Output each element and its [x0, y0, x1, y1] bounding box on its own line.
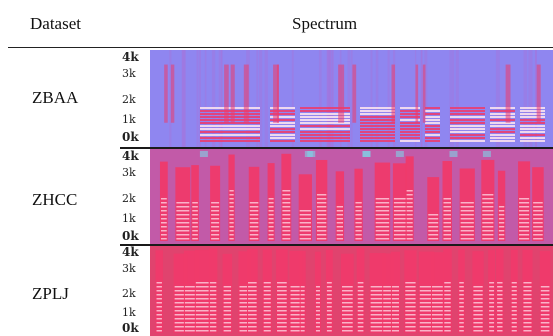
tick-4k: 4k	[122, 149, 139, 163]
spectrogram-image-zhcc	[150, 149, 553, 244]
tick-3k: 3k	[122, 67, 136, 80]
tick-2k: 2k	[122, 287, 136, 300]
spectrogram-image-zplj	[150, 246, 553, 336]
tick-1k: 1k	[122, 113, 136, 126]
frequency-axis-zbaa: 4k 3k 2k 1k 0k	[120, 50, 150, 147]
header-spectrum: Spectrum	[292, 14, 358, 33]
tick-2k: 2k	[122, 93, 136, 106]
header-dataset: Dataset	[30, 14, 81, 33]
dataset-label-zhcc: ZHCC	[32, 190, 78, 209]
frequency-axis-zhcc: 4k 3k 2k 1k 0k	[120, 149, 150, 244]
tick-1k: 1k	[122, 306, 136, 319]
spectrogram-zbaa: 4k 3k 2k 1k 0k	[120, 50, 553, 147]
row-divider	[120, 244, 553, 246]
tick-1k: 1k	[122, 212, 136, 225]
spectrogram-zplj: 4k 3k 2k 1k 0k	[120, 246, 553, 336]
frequency-axis-zplj: 4k 3k 2k 1k 0k	[120, 246, 150, 336]
tick-0k: 0k	[122, 321, 139, 335]
tick-3k: 3k	[122, 262, 136, 275]
tick-2k: 2k	[122, 192, 136, 205]
spectrogram-zhcc: 4k 3k 2k 1k 0k	[120, 149, 553, 244]
dataset-label-zbaa: ZBAA	[32, 88, 79, 107]
tick-0k: 0k	[122, 229, 139, 243]
tick-0k: 0k	[122, 130, 139, 144]
tick-4k: 4k	[122, 245, 139, 259]
dataset-label-zplj: ZPLJ	[32, 284, 69, 303]
tick-3k: 3k	[122, 166, 136, 179]
spectrogram-image-zbaa	[150, 50, 553, 147]
header-rule	[8, 47, 553, 48]
tick-4k: 4k	[122, 50, 139, 64]
row-divider	[120, 147, 553, 149]
